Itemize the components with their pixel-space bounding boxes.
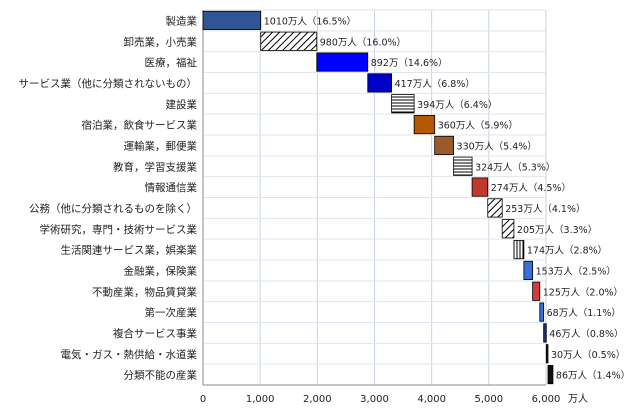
category-label: 宿泊業，飲食サービス業 <box>82 119 198 132</box>
value-label: 46万人（0.8%） <box>549 328 623 340</box>
value-label: 86万人（1.4%） <box>556 370 630 382</box>
bar <box>513 240 525 260</box>
tick-label: 2,000 <box>303 394 332 405</box>
value-label: 324万人（5.3%） <box>475 161 555 173</box>
value-label: 394万人（6.4%） <box>417 99 497 111</box>
bar <box>391 94 415 114</box>
value-label: 205万人（3.3%） <box>517 224 597 236</box>
bar <box>367 73 392 93</box>
category-label: 医療，福祉 <box>145 56 198 69</box>
bar <box>413 115 436 135</box>
tick-label: 1,000 <box>246 394 275 405</box>
tick-label: 4,000 <box>417 394 446 405</box>
bar <box>434 135 454 155</box>
bar <box>532 281 541 301</box>
value-label: 153万人（2.5%） <box>536 265 616 277</box>
category-label: 教育，学習支援業 <box>113 160 197 173</box>
tick-label: 3,000 <box>360 394 389 405</box>
category-label: 運輸業，郵便業 <box>124 139 198 152</box>
bar <box>547 365 554 385</box>
category-label: 公務（他に分類されるものを除く） <box>29 202 197 215</box>
bar <box>545 344 549 364</box>
bar <box>501 219 515 239</box>
value-label: 274万人（4.5%） <box>491 182 571 194</box>
category-label: 第一次産業 <box>145 306 198 319</box>
value-label: 253万人（4.1%） <box>505 203 585 215</box>
bar <box>487 198 503 218</box>
bar <box>523 260 534 280</box>
category-label: 複合サービス事業 <box>113 327 197 340</box>
tick-label: 5,000 <box>475 394 504 405</box>
value-label: 980万人（16.0%） <box>320 36 406 48</box>
category-label: 不動産業，物品賃貸業 <box>92 285 197 298</box>
category-label: 金融業，保険業 <box>124 264 198 277</box>
value-labels: 1010万人（16.5%） 980万人（16.0%） 892万（14.6%） 417万… <box>264 15 630 381</box>
value-label: 330万人（5.4%） <box>457 140 537 152</box>
tick-label: 6,000 <box>532 394 561 405</box>
tick-label: 0 <box>200 394 206 405</box>
bar <box>202 10 262 30</box>
x-axis-ticks: 0 1,000 2,000 3,000 4,000 5,000 6,000 <box>200 394 561 405</box>
category-label: 学術研究，専門・技術サービス業 <box>40 223 198 236</box>
value-label: 360万人（5.9%） <box>438 120 518 132</box>
category-label: 電気・ガス・熱供給・水道業 <box>61 348 198 361</box>
bars-group <box>202 10 554 385</box>
bar <box>260 31 318 51</box>
category-label: 製造業 <box>166 14 198 27</box>
bar <box>539 302 545 322</box>
bar <box>316 52 369 72</box>
value-label: 68万人（1.1%） <box>547 307 621 319</box>
category-label: 生活関連サービス業，娯楽業 <box>61 244 198 257</box>
bar <box>543 323 547 343</box>
value-label: 30万人（0.5%） <box>551 349 625 361</box>
value-label: 174万人（2.8%） <box>527 245 607 257</box>
value-label: 125万人（2.0%） <box>543 286 623 298</box>
category-label: 建設業 <box>166 98 198 111</box>
category-label: 卸売業，小売業 <box>124 35 198 48</box>
value-label: 417万人（6.8%） <box>395 78 475 90</box>
category-label: 分類不能の産業 <box>124 369 198 382</box>
category-label: サービス業（他に分類されないもの） <box>19 77 198 90</box>
x-axis-unit: 万人 <box>568 393 588 405</box>
grid-lines <box>202 9 547 386</box>
value-label: 1010万人（16.5%） <box>264 15 356 27</box>
value-label: 892万（14.6%） <box>371 57 448 69</box>
category-label: 情報通信業 <box>145 181 198 194</box>
bar <box>471 177 489 197</box>
bar <box>453 156 473 176</box>
